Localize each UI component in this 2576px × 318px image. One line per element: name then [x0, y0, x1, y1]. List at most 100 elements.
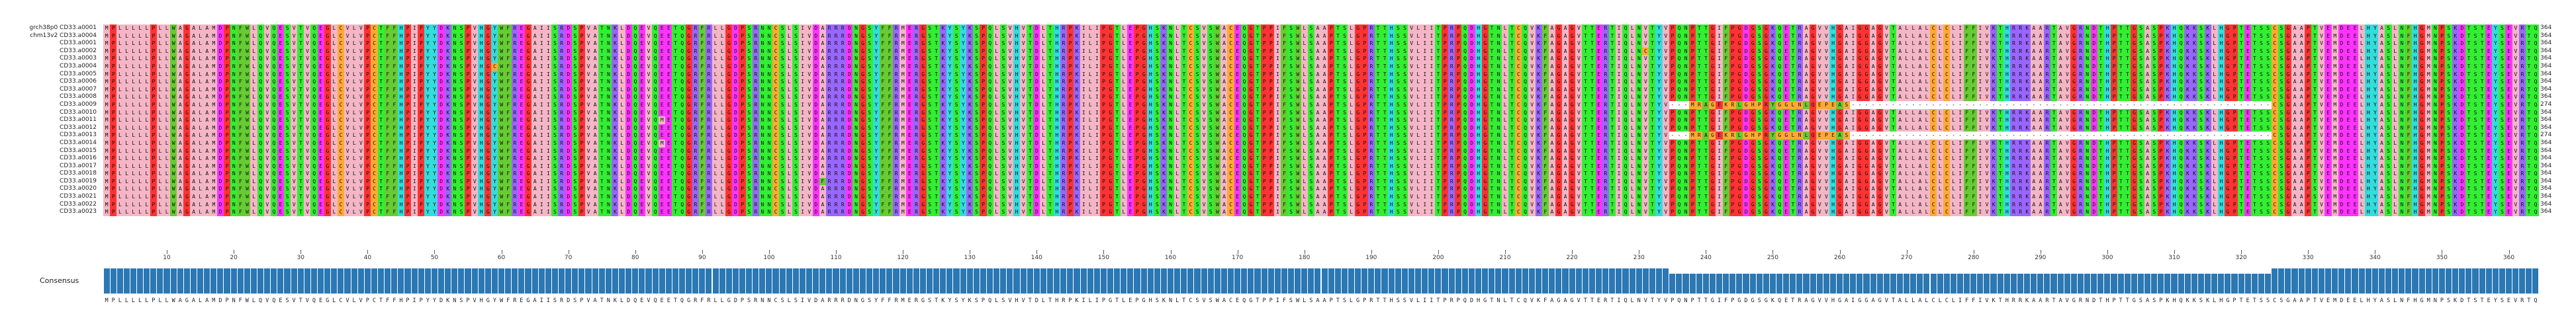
- sequence-name[interactable]: CD33.a0023: [0, 208, 98, 216]
- residue-cell: L: [1415, 63, 1422, 71]
- sequence-name[interactable]: CD33.a0009: [0, 101, 98, 109]
- residue-cell: D: [846, 116, 852, 124]
- residue-cell: D: [2338, 63, 2345, 71]
- residue-cell: P: [1442, 93, 1448, 101]
- sequence-name[interactable]: CD33.a0014: [0, 139, 98, 147]
- residue-cell: H: [398, 24, 404, 32]
- sequence-name[interactable]: CD33.a0017: [0, 163, 98, 171]
- residue-cell: P: [224, 71, 230, 79]
- residue-cell: A: [2291, 78, 2298, 86]
- residue-cell: G: [484, 124, 491, 132]
- residue-cell: S: [953, 71, 960, 79]
- residue-cell: S: [2264, 109, 2271, 117]
- residue-cell: C: [1227, 48, 1234, 56]
- residue-cell: W: [498, 40, 504, 48]
- residue-cell: N: [1635, 24, 1642, 32]
- residue-cell: Q: [1622, 55, 1629, 63]
- residue-cell: E: [639, 93, 645, 101]
- sequence-name[interactable]: CD33.a0003: [0, 55, 98, 63]
- residue-cell: E: [518, 93, 525, 101]
- sequence-name[interactable]: CD33.a0018: [0, 170, 98, 178]
- residue-cell: Q: [257, 71, 264, 79]
- residue-cell: P: [1267, 40, 1274, 48]
- sequence-name[interactable]: CD33.a0012: [0, 124, 98, 132]
- sequence-name[interactable]: CD33.a0022: [0, 201, 98, 209]
- residue-cell: S: [2264, 63, 2271, 71]
- sequence-name[interactable]: CD33.a0021: [0, 193, 98, 201]
- residue-cell: T: [1582, 109, 1588, 117]
- residue-cell: N: [1635, 109, 1642, 117]
- residue-cell: T: [1702, 48, 1709, 56]
- residue-cell: S: [2258, 24, 2264, 32]
- residue-cell: V: [264, 93, 271, 101]
- sequence-name[interactable]: CD33.a0016: [0, 155, 98, 163]
- residue-cell: F: [880, 32, 886, 40]
- residue-cell: S: [1843, 101, 1850, 109]
- residue-cell: Y: [946, 78, 953, 86]
- sequence-name[interactable]: CD33.a0015: [0, 147, 98, 155]
- residue-cell: W: [1295, 40, 1301, 48]
- residue-cell: L: [116, 71, 123, 79]
- residue-cell: T: [1582, 40, 1588, 48]
- residue-cell: Q: [1522, 124, 1528, 132]
- residue-cell: Y: [960, 32, 966, 40]
- residue-cell: R: [913, 124, 919, 132]
- residue-cell: L: [993, 24, 1000, 32]
- residue-cell: L: [1629, 109, 1635, 117]
- residue-cell: S: [2151, 78, 2158, 86]
- residue-cell: F: [699, 71, 706, 79]
- residue-cell: Q: [1461, 101, 1468, 109]
- residue-cell: Q: [1522, 71, 1528, 79]
- residue-cell: Q: [678, 116, 685, 124]
- residue-cell: P: [364, 101, 371, 109]
- residue-cell: S: [551, 78, 558, 86]
- sequence-name[interactable]: CD33.a0011: [0, 116, 98, 124]
- sequence-name[interactable]: CD33.a0006: [0, 78, 98, 86]
- residue-cell: T: [598, 116, 605, 124]
- sequence-name[interactable]: CD33.a0019: [0, 178, 98, 186]
- sequence-name[interactable]: CD33.a0010: [0, 109, 98, 117]
- residue-cell: L: [116, 24, 123, 32]
- sequence-name[interactable]: CD33.a0002: [0, 48, 98, 56]
- residue-cell: C: [1943, 32, 1950, 40]
- sequence-name[interactable]: CD33.a0001: [0, 40, 98, 48]
- residue-cell: S: [458, 78, 465, 86]
- sequence-name[interactable]: CD33.a0005: [0, 71, 98, 79]
- sequence-name[interactable]: chm13v2 CD33.a0004: [0, 32, 98, 40]
- residue-cell: R: [2077, 116, 2084, 124]
- sequence-name[interactable]: CD33.a0008: [0, 93, 98, 101]
- sequence-name[interactable]: CD33.a0020: [0, 185, 98, 193]
- residue-cell: L: [351, 101, 357, 109]
- sequence-name[interactable]: grch38p0 CD33.a0001: [0, 24, 98, 32]
- residue-cell: C: [338, 86, 344, 94]
- residue-cell: D: [565, 48, 572, 56]
- residue-cell: R: [753, 86, 759, 94]
- residue-cell: S: [953, 63, 960, 71]
- residue-cell: P: [1328, 32, 1334, 40]
- residue-cell: T: [1114, 78, 1121, 86]
- residue-cell: S: [2499, 32, 2505, 40]
- residue-cell: P: [2158, 78, 2164, 86]
- residue-cell: N: [1682, 32, 1689, 40]
- residue-cell: N: [1167, 101, 1173, 109]
- residue-cell: P: [980, 78, 986, 86]
- residue-cell: T: [1046, 116, 1053, 124]
- sequence-name[interactable]: CD33.a0007: [0, 86, 98, 94]
- sequence-name[interactable]: CD33.a0004: [0, 63, 98, 71]
- sequence-name[interactable]: CD33.a0013: [0, 132, 98, 139]
